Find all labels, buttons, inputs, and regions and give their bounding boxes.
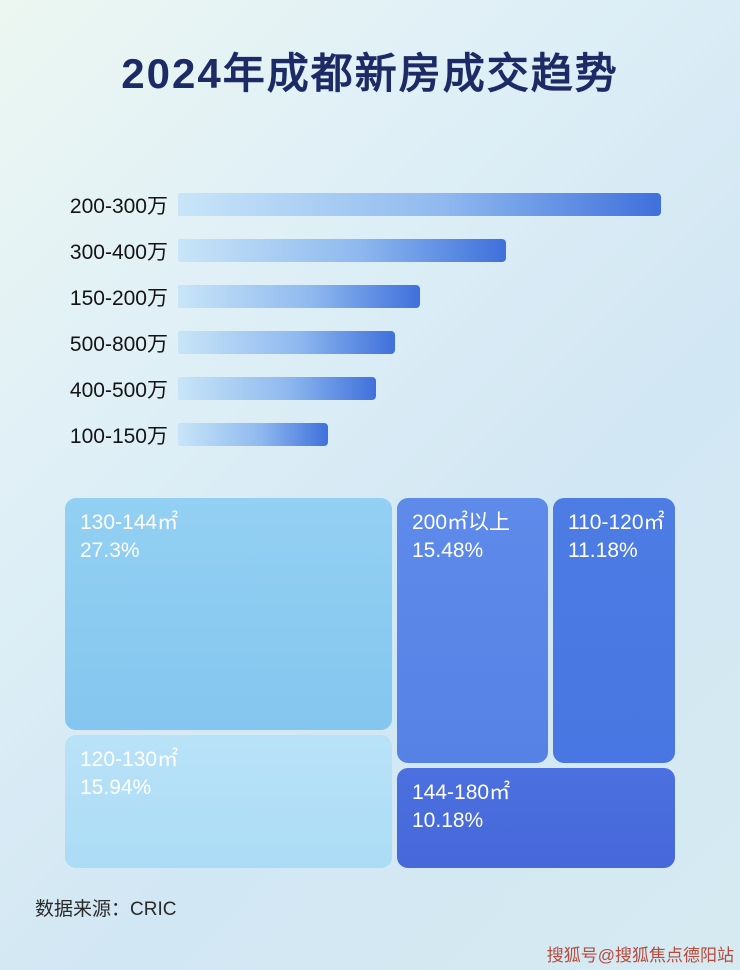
bar-row: 150-200万 — [30, 285, 685, 310]
bar-label: 400-500万 — [69, 378, 168, 402]
treemap-block-label: 120-130㎡ — [80, 748, 179, 771]
price-band-bar-chart: 200-300万 300-400万 150-200万 500-800万 400-… — [0, 193, 740, 448]
bar-track — [178, 193, 661, 216]
bar-row: 300-400万 — [30, 239, 685, 264]
treemap-block-130-144: 130-144㎡ 27.3% — [65, 498, 392, 730]
bar-row: 200-300万 — [30, 193, 685, 218]
bar-row: 100-150万 — [30, 423, 685, 448]
bar-track — [178, 377, 661, 400]
bar-label: 100-150万 — [69, 424, 168, 448]
bar-track — [178, 285, 661, 308]
bar-fill — [178, 377, 377, 400]
bar-fill — [178, 331, 396, 354]
page-title: 2024年成都新房成交趋势 — [121, 50, 619, 97]
bar-track — [178, 331, 661, 354]
treemap-block-200-plus: 200㎡以上 15.48% — [397, 498, 548, 763]
data-source-label: 数据来源：CRIC — [35, 899, 177, 920]
treemap-block-label: 200㎡以上 — [412, 511, 511, 534]
bar-track — [178, 423, 661, 446]
treemap-block-label: 144-180㎡ — [412, 781, 511, 804]
treemap-block-percent: 11.18% — [568, 538, 638, 562]
bar-row: 500-800万 — [30, 331, 685, 356]
bar-row: 400-500万 — [30, 377, 685, 402]
bar-fill — [178, 193, 661, 216]
watermark-text: 搜狐号@搜狐焦点德阳站 — [546, 946, 734, 965]
bar-fill — [178, 285, 420, 308]
bar-label: 500-800万 — [69, 332, 168, 356]
bar-label: 300-400万 — [69, 240, 168, 264]
treemap-block-label: 110-120㎡ — [568, 511, 665, 534]
area-share-treemap: 130-144㎡ 27.3% 200㎡以上 15.48% 110-120㎡ 11… — [65, 498, 675, 868]
bar-fill — [178, 239, 507, 262]
treemap-block-percent: 15.48% — [412, 538, 484, 562]
treemap-block-percent: 27.3% — [80, 538, 140, 562]
treemap-block-percent: 15.94% — [80, 775, 152, 799]
bar-track — [178, 239, 661, 262]
bar-label: 200-300万 — [69, 194, 168, 218]
bar-label: 150-200万 — [69, 286, 168, 310]
treemap-block-110-120: 110-120㎡ 11.18% — [553, 498, 675, 763]
treemap-block-120-130: 120-130㎡ 15.94% — [65, 735, 392, 868]
treemap-block-percent: 10.18% — [412, 808, 484, 832]
treemap-block-label: 130-144㎡ — [80, 511, 179, 534]
treemap-block-144-180: 144-180㎡ 10.18% — [397, 768, 675, 868]
bar-fill — [178, 423, 328, 446]
